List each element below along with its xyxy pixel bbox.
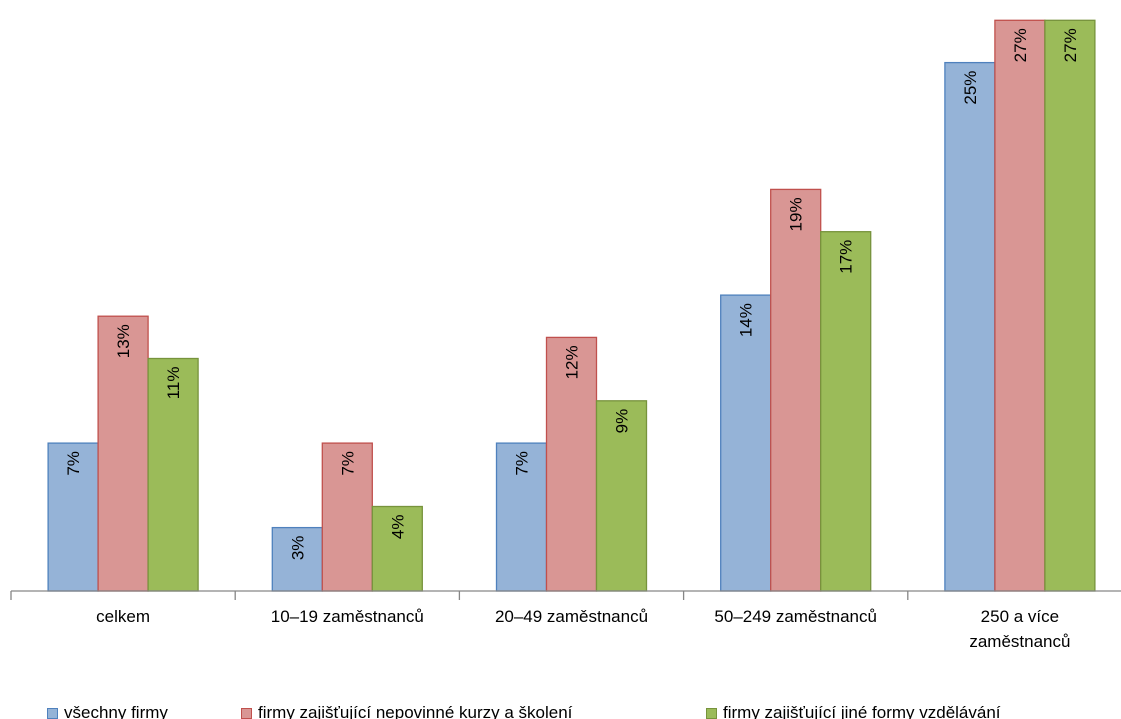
data-label-series-2-category-1: 13% — [114, 324, 133, 358]
data-label-series-3-category-5: 27% — [1061, 28, 1080, 62]
legend-item-series-3: firmy zajišťující jiné formy vzdělávání — [706, 703, 1001, 719]
data-label-series-2-category-5: 27% — [1011, 28, 1030, 62]
category-label-3: 20–49 zaměstnanců — [495, 607, 648, 626]
legend-item-series-1: všechny firmy — [47, 703, 168, 719]
bar-series-3-category-4 — [820, 231, 872, 592]
category-label-4: 50–249 zaměstnanců — [714, 607, 877, 626]
legend-swatch-series-1 — [47, 707, 58, 719]
category-label-1: celkem — [96, 607, 150, 626]
bar-series-2-category-4 — [770, 188, 822, 592]
legend-item-series-2: firmy zajišťující nepovinné kurzy a škol… — [241, 703, 572, 719]
data-label-series-2-category-3: 12% — [563, 345, 582, 379]
category-label-2: 10–19 zaměstnanců — [271, 607, 424, 626]
legend-label-series-1: všechny firmy — [64, 703, 168, 719]
data-label-series-1-category-5: 25% — [961, 71, 980, 105]
bar-series-3-category-2 — [371, 505, 423, 592]
bar-series-1-category-1 — [47, 442, 99, 592]
data-label-series-2-category-2: 7% — [338, 451, 357, 476]
data-label-series-2-category-4: 19% — [787, 197, 806, 231]
chart-legend: všechny firmy firmy zajišťující nepovinn… — [0, 700, 1121, 719]
chart-canvas: 7% 13% 11% 3% 7% 4% 7% 12% 9% 14% 19% 17% 25% 27% 27% c… — [10, 19, 1121, 651]
bar-series-3-category-1 — [147, 357, 199, 592]
bar-series-1-category-5 — [944, 61, 996, 592]
data-label-series-1-category-1: 7% — [64, 451, 83, 476]
legend-swatch-series-2 — [241, 707, 252, 719]
legend-swatch-series-3 — [706, 707, 717, 719]
data-label-series-1-category-2: 3% — [288, 536, 307, 561]
data-label-series-3-category-1: 11% — [164, 367, 183, 400]
category-label-5-line-2: zaměstnanců — [969, 632, 1070, 651]
bar-series-2-category-3 — [545, 336, 598, 592]
data-label-series-1-category-3: 7% — [513, 451, 532, 476]
legend-label-series-3: firmy zajišťující jiné formy vzdělávání — [723, 703, 1001, 719]
data-label-series-3-category-4: 17% — [837, 240, 856, 274]
bar-series-3-category-5 — [1044, 19, 1096, 592]
data-label-series-3-category-2: 4% — [388, 515, 407, 540]
category-label-5-line-1: 250 a více — [981, 607, 1059, 626]
bar-series-1-category-4 — [720, 294, 772, 592]
data-label-series-3-category-3: 9% — [613, 409, 632, 434]
bar-series-2-category-1 — [97, 315, 149, 592]
bar-series-2-category-5 — [994, 19, 1046, 592]
data-label-series-1-category-4: 14% — [737, 303, 756, 337]
legend-label-series-2: firmy zajišťující nepovinné kurzy a škol… — [258, 703, 573, 719]
